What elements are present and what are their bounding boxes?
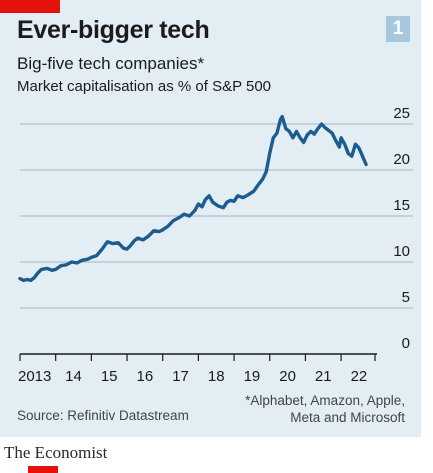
chart-unit-label: Market capitalisation as % of S&P 500 xyxy=(17,78,272,95)
chart-title: Ever-bigger tech xyxy=(17,16,210,44)
y-tick-label-20: 20 xyxy=(393,151,410,168)
chart-number-badge: 1 xyxy=(386,16,410,42)
line-chart: 0 5 10 15 20 25 2013 14 15 16 17 18 19 20 21 22 xyxy=(18,105,413,385)
x-tick-label-2015: 15 xyxy=(101,368,118,385)
accent-tag xyxy=(0,0,60,13)
chart-subtitle: Big-five tech companies* xyxy=(17,54,205,73)
chart-panel: Ever-bigger tech 1 Big-five tech compani… xyxy=(0,0,421,437)
x-tick-label-2020: 20 xyxy=(279,368,296,385)
footnote-line-2: Meta and Microsoft xyxy=(290,410,405,425)
series-line-0 xyxy=(18,114,368,283)
x-tick-label-2019: 19 xyxy=(244,368,261,385)
x-tick-label-2017: 17 xyxy=(172,368,189,385)
x-tick-label-2022: 22 xyxy=(351,368,368,385)
footnote-line-1: *Alphabet, Amazon, Apple, xyxy=(245,393,405,408)
x-tick-label-2016: 16 xyxy=(137,368,154,385)
y-tick-label-10: 10 xyxy=(393,243,410,260)
y-tick-label-25: 25 xyxy=(393,105,410,122)
chart-footnote: *Alphabet, Amazon, Apple, Meta and Micro… xyxy=(205,392,405,426)
y-tick-label-5: 5 xyxy=(402,289,410,306)
x-tick-label-2021: 21 xyxy=(315,368,332,385)
y-tick-label-15: 15 xyxy=(393,197,410,214)
source-note: Source: Refinitiv Datastream xyxy=(17,408,189,423)
brand-logo: The Economist xyxy=(4,443,108,462)
y-tick-label-0: 0 xyxy=(402,335,410,352)
x-tick-label-2018: 18 xyxy=(208,368,225,385)
x-tick-label-2013: 2013 xyxy=(18,368,51,385)
brand-accent-bar xyxy=(28,466,58,473)
x-tick-label-2014: 14 xyxy=(65,368,82,385)
